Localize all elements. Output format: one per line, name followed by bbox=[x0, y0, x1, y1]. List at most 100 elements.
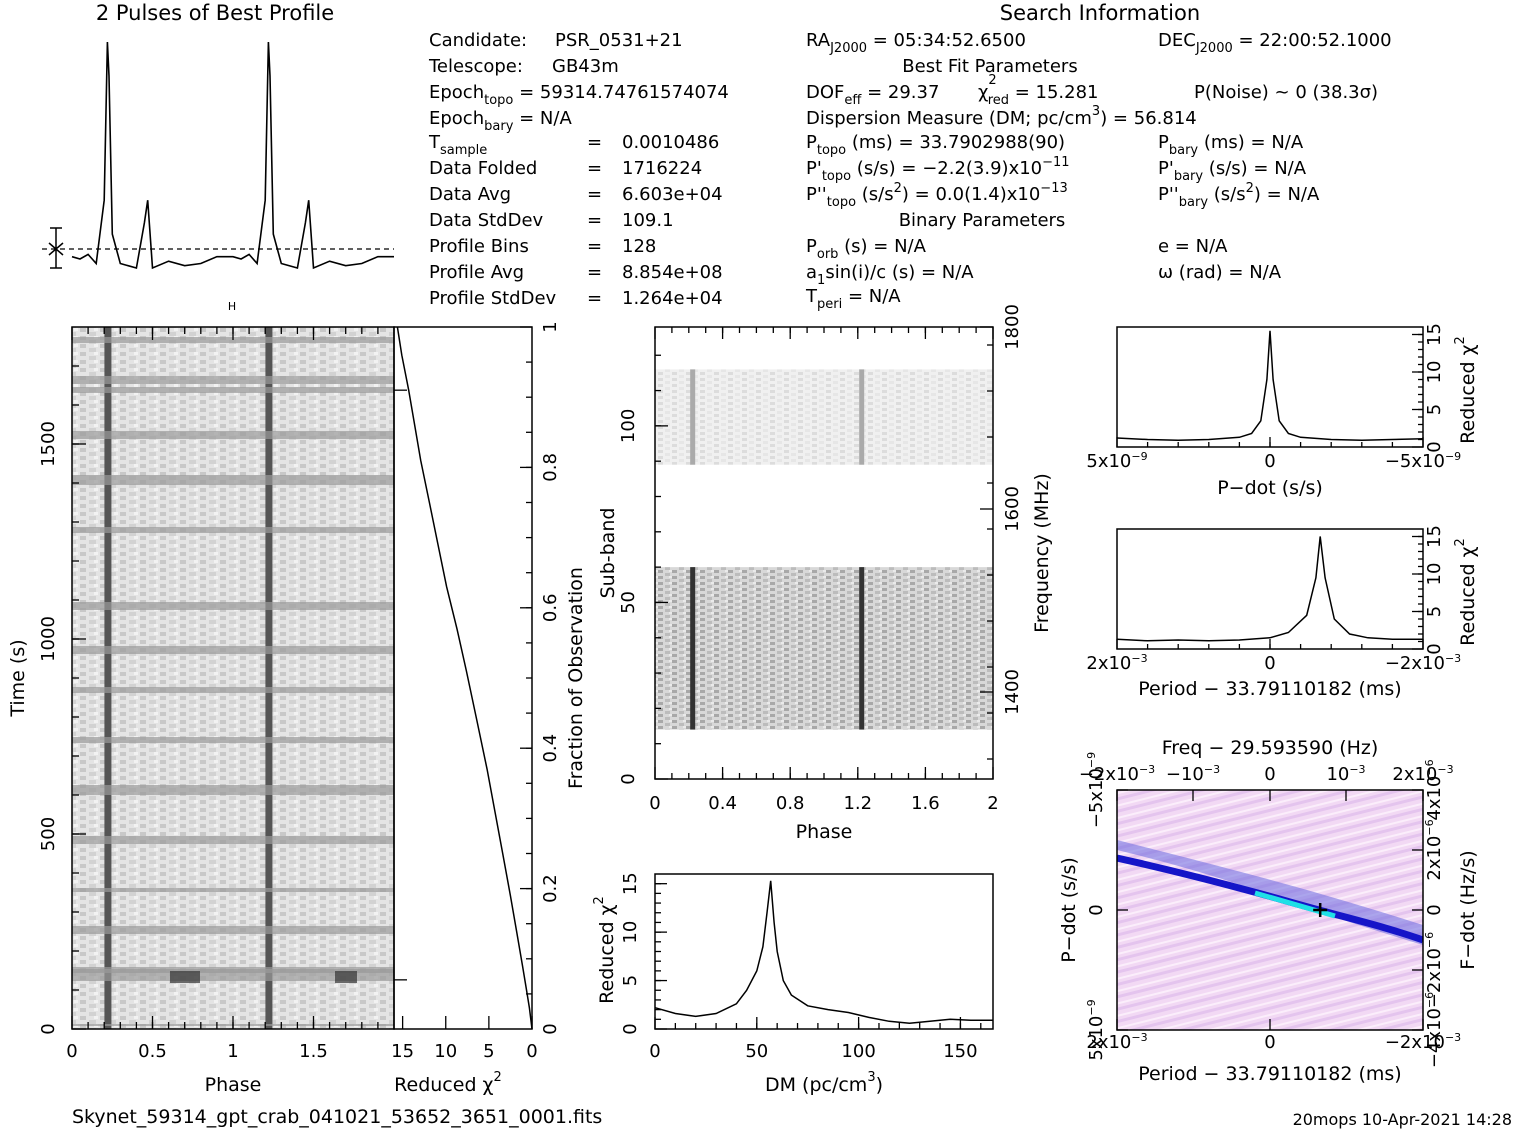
t-sample-label: Tsample bbox=[428, 132, 487, 158]
candidate-label: Candidate: bbox=[429, 30, 527, 51]
chi-fraction-xlabel: Reduced χ2 bbox=[394, 1070, 502, 1096]
dm-ylabel: Reduced χ2 bbox=[592, 896, 618, 1004]
profile-bins-eq: = bbox=[587, 236, 602, 257]
best-fit-header: Best Fit Parameters bbox=[902, 56, 1077, 77]
binary-header: Binary Parameters bbox=[899, 210, 1066, 231]
ppdot-top-tick: −2x10−3 bbox=[1079, 763, 1155, 785]
dm-xtick: 0 bbox=[649, 1041, 660, 1062]
subband-ytick: 0 bbox=[618, 773, 639, 784]
pdot-ytick: 5 bbox=[1424, 404, 1445, 415]
chi-fraction-ytick: 1 bbox=[540, 321, 561, 332]
subband-pulse bbox=[859, 567, 865, 730]
pnoise-line: P(Noise) ~ 0 (38.3σ) bbox=[1194, 82, 1378, 103]
info-column-2: RAJ2000 = 05:34:52.6500 DECJ2000 = 22:00… bbox=[805, 30, 1392, 312]
time-phase-xlabel: Phase bbox=[205, 1074, 262, 1096]
profile-avg-eq: = bbox=[587, 262, 602, 283]
time-phase-xtick: 1.5 bbox=[299, 1041, 328, 1062]
telescope-label: Telescope: bbox=[428, 56, 523, 77]
chi-fraction-ytick: 0.4 bbox=[540, 734, 561, 763]
ppdot-best-marker bbox=[1313, 903, 1328, 917]
data-avg-eq: = bbox=[587, 184, 602, 205]
ppdot-background bbox=[1117, 790, 1423, 1030]
pdot-ytick: 15 bbox=[1424, 323, 1445, 346]
subband-right-ylabel: Frequency (MHz) bbox=[1031, 473, 1053, 633]
pdot-frame bbox=[1116, 326, 1424, 448]
dm-line bbox=[654, 880, 993, 1024]
dm-ticks: 0 50 100 150 0 5 10 15 bbox=[620, 872, 982, 1062]
dm-ytick: 0 bbox=[620, 1023, 641, 1034]
period-ytick: 5 bbox=[1424, 606, 1445, 617]
dm-line: Dispersion Measure (DM; pc/cm3) = 56.814 bbox=[806, 104, 1197, 129]
profile-line bbox=[71, 41, 394, 270]
profile-panel bbox=[42, 41, 394, 270]
time-row-band bbox=[72, 836, 394, 844]
period-ylabel: Reduced χ2 bbox=[1453, 538, 1479, 646]
time-phase-ticks: 0 0.5 1 1.5 0 500 1000 1500 bbox=[38, 327, 379, 1062]
period-ytick: 10 bbox=[1424, 563, 1445, 586]
subband-panel: 0 0.4 0.8 1.2 1.6 2 0 50 100 1400 1600 1800 Phase S… bbox=[597, 304, 1053, 843]
ppdot-right-ylabel: F−dot (Hz/s) bbox=[1457, 850, 1479, 969]
chi-fraction-line bbox=[396, 326, 533, 1030]
subband-xtick: 0.4 bbox=[708, 793, 737, 814]
subband-xlabel: Phase bbox=[796, 821, 853, 843]
subband-xtick: 0.8 bbox=[776, 793, 805, 814]
time-phase-panel: 0 0.5 1 1.5 0 500 1000 1500 H Phase Time (s) bbox=[7, 300, 395, 1096]
telescope-value: GB43m bbox=[552, 56, 619, 77]
profile-stddev-eq: = bbox=[587, 288, 602, 309]
candidate-value: PSR_0531+21 bbox=[555, 30, 683, 51]
subband-block-2 bbox=[655, 369, 993, 465]
chi-fraction-panel: 15 10 5 00.20.40.60.810 Reduced χ2 Fraction… bbox=[391, 321, 587, 1096]
footer-filename: Skynet_59314_gpt_crab_041021_53652_3651_… bbox=[72, 1106, 602, 1128]
chi-fraction-xtick: 0 bbox=[526, 1041, 537, 1062]
dm-xtick: 150 bbox=[943, 1041, 977, 1062]
subband-right-tick: 1400 bbox=[1002, 669, 1023, 715]
p-bary-line: Pbary (ms) = N/A bbox=[1158, 132, 1304, 158]
subband-ticks: 0 0.4 0.8 1.2 1.6 2 0 50 100 1400 1600 1800 bbox=[618, 304, 1023, 814]
pdot-ylabel: Reduced χ2 bbox=[1453, 336, 1479, 444]
time-phase-xtick: 0.5 bbox=[138, 1041, 167, 1062]
a1sini-line: a1sin(i)/c (s) = N/A bbox=[806, 262, 974, 288]
pdot-xtick: 5x10−9 bbox=[1086, 450, 1147, 472]
ppdot-left-tick: 5x10−9 bbox=[1085, 999, 1107, 1060]
time-row-band bbox=[72, 888, 394, 892]
ppdot-top-tick: −10−3 bbox=[1166, 763, 1220, 785]
profile-stddev-label: Profile StdDev bbox=[429, 288, 557, 309]
subband-xtick: 0 bbox=[649, 793, 660, 814]
subband-ylabel: Sub-band bbox=[597, 508, 619, 599]
subband-ytick: 50 bbox=[618, 591, 639, 614]
ppdot-ylabel: P−dot (s/s) bbox=[1058, 857, 1080, 963]
dof-line: DOFeff = 29.37 bbox=[806, 82, 939, 108]
period-ytick: 0 bbox=[1424, 643, 1445, 654]
profile-stddev-value: 1.264e+04 bbox=[622, 288, 723, 309]
ppdot-right-tick: 4x10−6 bbox=[1423, 759, 1445, 820]
chi-fraction-ytick: 0 bbox=[540, 1023, 561, 1034]
ppdot-right-tick: 2x10−6 bbox=[1423, 819, 1445, 880]
pdot-bary-line: P'bary (s/s) = N/A bbox=[1158, 158, 1307, 184]
chi-fraction-ytick: 0.8 bbox=[540, 453, 561, 482]
tperi-line: Tperi = N/A bbox=[805, 286, 901, 312]
period-xtick: −2x10−3 bbox=[1385, 652, 1461, 674]
data-stddev-eq: = bbox=[587, 210, 602, 231]
pulse-track-1 bbox=[104, 327, 112, 1029]
ppdot-image bbox=[1117, 790, 1423, 1030]
ppdot-top-tick: 2x10−3 bbox=[1392, 763, 1453, 785]
ppdot-right-tick: 0 bbox=[1424, 904, 1445, 915]
subband-xtick: 2 bbox=[987, 793, 998, 814]
time-phase-ytick: 1500 bbox=[38, 421, 59, 467]
ppdot-panel: Freq − 29.593590 (Hz) −2x10−3 −10−3 0 10−3 2… bbox=[1058, 737, 1479, 1085]
pddot-bary-line: P''bary (s/s2) = N/A bbox=[1158, 181, 1320, 210]
time-row-band bbox=[72, 687, 394, 693]
time-row-band bbox=[72, 527, 394, 533]
time-row-band bbox=[72, 602, 394, 610]
dec-line: DECJ2000 = 22:00:52.1000 bbox=[1158, 30, 1392, 56]
period-ytick: 15 bbox=[1424, 525, 1445, 548]
chi-fraction-frame bbox=[393, 326, 533, 1030]
time-row-band bbox=[72, 737, 394, 743]
chi-fraction-xtick: 15 bbox=[391, 1041, 414, 1062]
ppdot-left-tick: 0 bbox=[1086, 904, 1107, 915]
data-stddev-value: 109.1 bbox=[622, 210, 674, 231]
period-xtick: 2x10−3 bbox=[1086, 652, 1147, 674]
time-phase-image bbox=[72, 327, 394, 1029]
